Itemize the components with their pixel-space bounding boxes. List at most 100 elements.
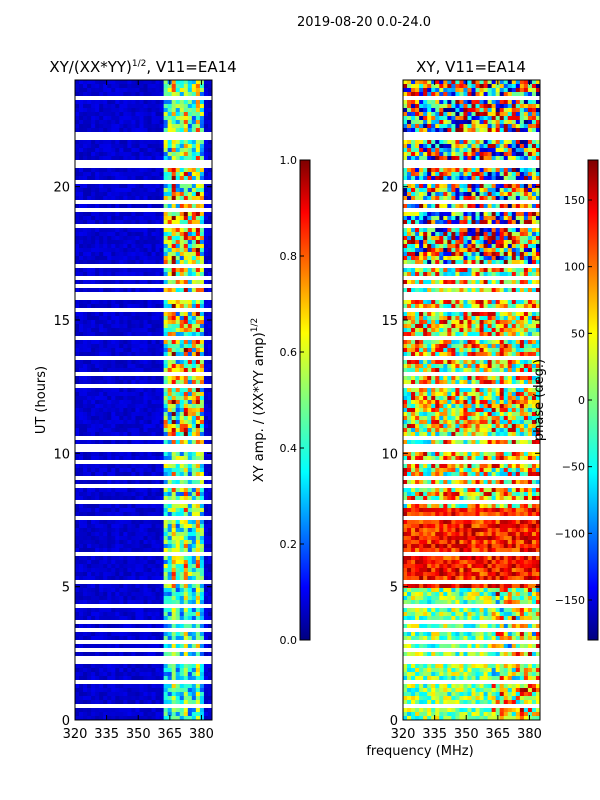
right-heatmap-cell <box>499 92 505 97</box>
right-heatmap-cell <box>447 84 452 89</box>
right-heatmap-cell <box>459 128 465 133</box>
left-heatmap-cell <box>159 544 165 549</box>
left-heatmap-cell <box>103 328 108 333</box>
left-heatmap-cell <box>203 440 209 445</box>
left-heatmap-cell <box>203 188 209 193</box>
left-heatmap-cell <box>115 80 120 85</box>
left-heatmap-cell <box>79 700 84 705</box>
left-heatmap-cell <box>79 220 84 225</box>
left-heatmap-cell <box>183 364 189 369</box>
left-heatmap-cell <box>75 388 80 393</box>
left-heatmap-cell <box>187 672 193 677</box>
left-heatmap-cell <box>131 540 137 545</box>
left-heatmap-cell <box>155 220 161 225</box>
left-heatmap-cell <box>115 488 120 493</box>
right-heatmap-cell <box>503 104 509 109</box>
left-heatmap-cell <box>123 392 128 397</box>
left-heatmap-cell <box>127 212 133 217</box>
left-heatmap-cell <box>83 700 88 705</box>
left-heatmap-cell <box>179 404 185 409</box>
right-heatmap-cell <box>459 80 465 85</box>
left-heatmap-cell <box>75 560 80 565</box>
left-heatmap-cell <box>99 272 104 277</box>
left-heatmap-cell <box>83 564 88 569</box>
right-heatmap-cell <box>491 188 497 193</box>
left-heatmap-cell <box>175 120 181 125</box>
left-heatmap-cell <box>123 624 128 629</box>
right-heatmap-cell <box>435 88 440 93</box>
right-heatmap-cell <box>427 148 432 153</box>
left-heatmap-cell <box>199 196 205 201</box>
left-heatmap-cell <box>139 644 145 649</box>
left-heatmap-cell <box>79 616 84 621</box>
left-heatmap-cell <box>131 300 137 305</box>
left-heatmap-cell <box>151 248 157 253</box>
left-heatmap-cell <box>155 420 161 425</box>
left-heatmap-cell <box>163 404 169 409</box>
left-heatmap-cell <box>195 696 201 701</box>
left-heatmap-cell <box>83 304 88 309</box>
left-heatmap-cell <box>163 708 169 713</box>
left-heatmap-cell <box>107 128 112 133</box>
left-heatmap-cell <box>75 480 80 485</box>
left-heatmap-cell <box>127 236 133 241</box>
left-heatmap-cell <box>83 144 88 149</box>
left-heatmap-cell <box>103 288 108 293</box>
left-heatmap-cell <box>107 140 112 145</box>
left-heatmap-cell <box>131 152 137 157</box>
left-heatmap-cell <box>199 320 205 325</box>
left-heatmap-cell <box>127 360 133 365</box>
left-heatmap-cell <box>79 236 84 241</box>
left-heatmap-cell <box>135 532 141 537</box>
left-heatmap-cell <box>119 560 124 565</box>
left-heatmap-cell <box>111 364 116 369</box>
left-heatmap-cell <box>115 252 120 257</box>
left-heatmap-cell <box>151 688 157 693</box>
left-heatmap-cell <box>159 480 165 485</box>
left-heatmap-cell <box>151 576 157 581</box>
right-heatmap-cell <box>455 88 461 93</box>
left-heatmap-cell <box>183 624 189 629</box>
left-heatmap-cell <box>167 532 173 537</box>
left-heatmap-cell <box>199 248 205 253</box>
left-heatmap-cell <box>207 560 212 565</box>
right-heatmap-cell <box>535 100 540 105</box>
left-heatmap-cell <box>99 684 104 689</box>
left-heatmap-cell <box>179 128 185 133</box>
left-heatmap-cell <box>91 464 96 469</box>
left-heatmap-cell <box>151 632 157 637</box>
left-heatmap-cell <box>111 636 116 641</box>
left-heatmap-cell <box>155 348 161 353</box>
left-heatmap-cell <box>187 668 193 673</box>
left-heatmap-cell <box>91 452 96 457</box>
left-heatmap-cell <box>167 652 173 657</box>
left-heatmap-cell <box>83 664 88 669</box>
left-heatmap-cell <box>135 556 141 561</box>
left-heatmap-cell <box>199 652 205 657</box>
left-heatmap-cell <box>155 408 161 413</box>
left-heatmap-cell <box>175 600 181 605</box>
left-flagged-row <box>75 604 212 608</box>
left-heatmap-cell <box>139 576 145 581</box>
left-heatmap-cell <box>203 676 209 681</box>
left-heatmap-cell <box>143 380 149 385</box>
left-heatmap-cell <box>179 560 185 565</box>
left-heatmap-cell <box>119 104 124 109</box>
left-heatmap-cell <box>115 636 120 641</box>
left-heatmap-cell <box>155 216 161 221</box>
left-heatmap-cell <box>167 556 173 561</box>
left-heatmap-cell <box>95 140 100 145</box>
left-heatmap-cell <box>103 344 108 349</box>
left-heatmap-cell <box>115 568 120 573</box>
left-heatmap-cell <box>91 328 96 333</box>
left-heatmap-cell <box>127 392 133 397</box>
right-heatmap-cell <box>483 104 489 109</box>
left-heatmap-cell <box>91 588 96 593</box>
left-heatmap-cell <box>179 688 185 693</box>
left-heatmap-cell <box>127 120 133 125</box>
left-heatmap-cell <box>147 176 153 181</box>
left-heatmap-cell <box>103 416 108 421</box>
left-heatmap-cell <box>147 348 153 353</box>
left-flagged-row <box>75 436 212 440</box>
left-heatmap-cell <box>143 352 149 357</box>
